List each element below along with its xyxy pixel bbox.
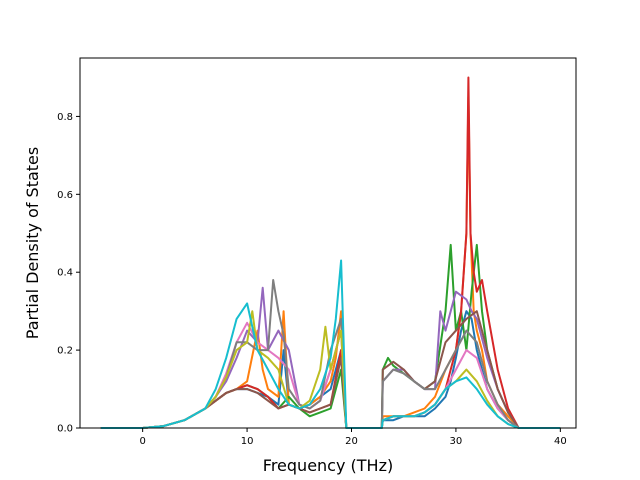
y-tick-label: 0.4 xyxy=(57,268,73,279)
series-line-6 xyxy=(100,310,561,429)
y-tick-label: 0.0 xyxy=(57,424,73,435)
plot-frame xyxy=(79,57,577,429)
y-tick-label: 0.2 xyxy=(57,346,73,357)
x-tick-label: 0 xyxy=(139,436,145,447)
x-axis-title: Frequency (THz) xyxy=(263,456,393,475)
y-tick-label: 0.8 xyxy=(57,112,73,123)
x-tick-label: 10 xyxy=(241,436,254,447)
y-axis-title: Partial Density of States xyxy=(23,147,42,339)
series-line-4 xyxy=(100,76,561,429)
x-tick-label: 40 xyxy=(554,436,567,447)
series-lines xyxy=(100,76,561,429)
x-tick-label: 30 xyxy=(450,436,463,447)
x-tick-label: 20 xyxy=(345,436,358,447)
x-axis-ticks: 0 10 20 30 40 xyxy=(139,428,567,447)
y-axis-ticks: 0.0 0.2 0.4 0.6 0.8 xyxy=(57,112,80,435)
series-line-9 xyxy=(100,310,561,429)
series-line-2 xyxy=(100,95,561,429)
series-line-10 xyxy=(100,259,561,429)
y-tick-label: 0.6 xyxy=(57,190,73,201)
